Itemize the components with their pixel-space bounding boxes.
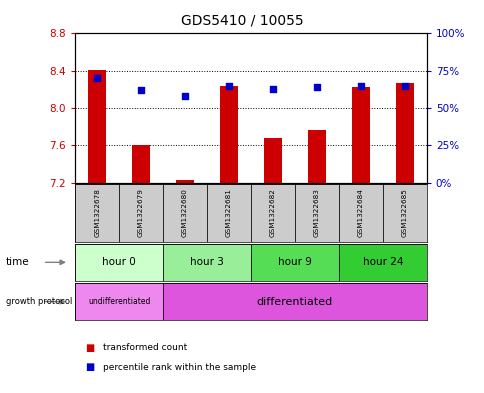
Text: transformed count: transformed count bbox=[103, 343, 187, 352]
Point bbox=[312, 84, 320, 90]
Bar bbox=[163, 244, 251, 281]
Bar bbox=[395, 83, 413, 183]
Bar bbox=[382, 184, 426, 242]
Text: ■: ■ bbox=[85, 343, 94, 353]
Text: GSM1322678: GSM1322678 bbox=[94, 188, 100, 237]
Bar bbox=[251, 244, 338, 281]
Bar bbox=[88, 70, 106, 183]
Bar bbox=[75, 283, 163, 320]
Bar bbox=[251, 184, 294, 242]
Bar bbox=[163, 184, 207, 242]
Text: ■: ■ bbox=[85, 362, 94, 373]
Bar bbox=[75, 244, 163, 281]
Point bbox=[137, 87, 145, 93]
Text: time: time bbox=[6, 257, 30, 267]
Text: hour 3: hour 3 bbox=[190, 257, 224, 267]
Bar bbox=[132, 145, 150, 183]
Text: growth protocol: growth protocol bbox=[6, 297, 72, 306]
Point bbox=[269, 86, 276, 92]
Text: GSM1322684: GSM1322684 bbox=[357, 188, 363, 237]
Text: GSM1322680: GSM1322680 bbox=[182, 188, 188, 237]
Text: GSM1322685: GSM1322685 bbox=[401, 188, 407, 237]
Bar bbox=[338, 244, 426, 281]
Point bbox=[181, 93, 189, 99]
Point bbox=[400, 83, 408, 89]
Text: GSM1322683: GSM1322683 bbox=[313, 188, 319, 237]
Point bbox=[93, 75, 101, 81]
Text: GSM1322679: GSM1322679 bbox=[138, 188, 144, 237]
Bar bbox=[294, 184, 338, 242]
Text: hour 24: hour 24 bbox=[362, 257, 402, 267]
Bar bbox=[75, 184, 119, 242]
Bar bbox=[338, 184, 382, 242]
Bar bbox=[119, 184, 163, 242]
Text: GDS5410 / 10055: GDS5410 / 10055 bbox=[181, 14, 303, 28]
Text: differentiated: differentiated bbox=[257, 297, 333, 307]
Text: percentile rank within the sample: percentile rank within the sample bbox=[103, 363, 256, 372]
Bar bbox=[207, 184, 251, 242]
Text: hour 9: hour 9 bbox=[277, 257, 311, 267]
Text: GSM1322681: GSM1322681 bbox=[226, 188, 231, 237]
Bar bbox=[163, 283, 426, 320]
Bar bbox=[220, 86, 237, 183]
Text: GSM1322682: GSM1322682 bbox=[270, 188, 275, 237]
Bar bbox=[264, 138, 281, 183]
Bar bbox=[176, 180, 194, 183]
Point bbox=[225, 83, 232, 89]
Bar bbox=[307, 130, 325, 183]
Bar bbox=[351, 86, 369, 183]
Text: undifferentiated: undifferentiated bbox=[88, 297, 150, 306]
Text: hour 0: hour 0 bbox=[102, 257, 136, 267]
Point bbox=[356, 83, 364, 89]
